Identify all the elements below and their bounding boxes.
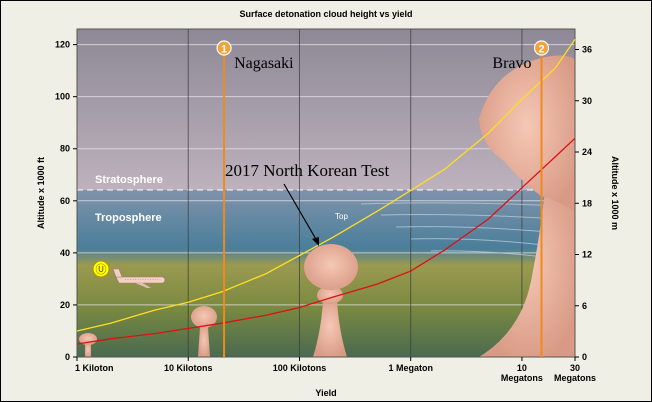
cloud-north-korea [304, 244, 358, 357]
y-tick-label-left-80: 80 [60, 144, 70, 154]
y-tick-label-right-30: 30 [582, 96, 592, 106]
annotation-arrow-head [312, 237, 319, 246]
marker-label-nagasaki: Nagasaki [234, 55, 294, 72]
y-tick-label-left-20: 20 [60, 300, 70, 310]
y-tick-label-left-120: 120 [55, 40, 70, 50]
x-tick-label-5-line2: Megatons [554, 373, 596, 383]
annotation-top: Top [335, 212, 348, 221]
cloud-bravo [479, 55, 575, 357]
annotation-arrow-line [283, 183, 318, 242]
y-axis-title-right: Altitude x 1000 m [610, 156, 620, 230]
y-tick-label-right-6: 6 [582, 301, 587, 311]
airliner [112, 268, 166, 288]
airliner-badge: Ⓤ [96, 263, 107, 276]
y-tick-label-right-24: 24 [582, 147, 592, 157]
x-tick-label-4-line1: 10 [517, 363, 527, 373]
x-tick-label-1: 10 Kilotons [164, 363, 213, 373]
troposphere-label: Troposphere [95, 212, 162, 224]
series-line-0 [76, 39, 576, 332]
stratosphere-label: Stratosphere [95, 174, 163, 186]
x-tick-label-3: 1 Megaton [388, 363, 433, 373]
airliner-badge-circle [92, 260, 110, 278]
y-tick-label-left-100: 100 [55, 92, 70, 102]
series-layer [76, 39, 576, 345]
cloud-nagasaki [191, 306, 217, 357]
y-tick-label-right-18: 18 [582, 198, 592, 208]
y-tick-label-left-40: 40 [60, 248, 70, 258]
series-line-1 [76, 137, 576, 345]
y-axis-title-left: Altitude x 1000 ft [36, 157, 46, 229]
x-tick-label-4-line2: Megatons [501, 373, 543, 383]
annotation-north-korea: 2017 North Korean Test [225, 161, 389, 180]
marker-label-bravo: Bravo [492, 55, 531, 72]
x-tick-label-0: 1 Kiloton [75, 363, 114, 373]
marker-badge-1 [216, 40, 232, 56]
y-tick-label-right-36: 36 [582, 45, 592, 55]
y-tick-label-right-0: 0 [582, 352, 587, 362]
marker-badge-2 [533, 40, 550, 56]
y-tick-label-left-60: 60 [60, 196, 70, 206]
y-tick-label-right-12: 12 [582, 250, 592, 260]
x-tick-label-2: 100 Kilotons [273, 363, 327, 373]
x-axis-title: Yield [315, 388, 336, 398]
marker-number-2: 2 [538, 44, 544, 56]
marker-number-1: 1 [221, 44, 227, 56]
y-tick-label-left-0: 0 [65, 352, 70, 362]
chart-title: Surface detonation cloud height vs yield [239, 9, 412, 19]
plot-border [76, 28, 576, 358]
x-tick-label-5-line1: 30 [570, 363, 580, 373]
markers-layer: 1 Nagasaki 2 Bravo [216, 40, 550, 357]
